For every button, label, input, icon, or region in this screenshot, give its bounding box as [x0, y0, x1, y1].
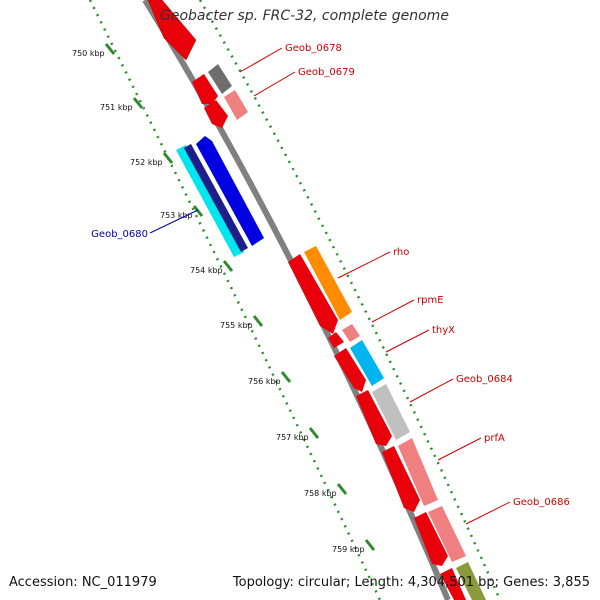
gene-prfa-pink[interactable]	[398, 438, 438, 506]
scale-tick	[280, 371, 292, 383]
scale-tick-label: 755 kbp	[220, 321, 253, 330]
gene-prfa-red[interactable]	[382, 446, 420, 512]
scale-tick-label: 756 kbp	[248, 377, 281, 386]
gene-label-leader	[337, 251, 391, 279]
gene-geob-0678-grey[interactable]	[208, 64, 232, 94]
gene-rpme-pink[interactable]	[342, 324, 360, 342]
genome-title: Geobacter sp. FRC-32, complete genome	[160, 8, 449, 24]
accession-text: Accession: NC_011979	[9, 575, 157, 590]
gene-label[interactable]: prfA	[484, 433, 505, 444]
gene-rho-orange[interactable]	[304, 246, 352, 320]
gene-thyx-red[interactable]	[334, 348, 366, 392]
scale-tick	[132, 97, 144, 109]
gene-label-leader	[465, 501, 511, 525]
scale-tick	[104, 43, 116, 55]
gene-label-leader	[239, 47, 283, 73]
gene-label[interactable]: Geob_0684	[456, 374, 513, 385]
gene-thyx-cyan[interactable]	[350, 340, 384, 386]
gene-olive-bottom[interactable]	[456, 562, 486, 600]
scale-tick-label: 757 kbp	[276, 433, 309, 442]
gene-label-leader	[385, 329, 430, 353]
gene-label-leader	[409, 378, 454, 403]
gene-label-leader	[253, 71, 296, 97]
gene-label-leader	[149, 209, 199, 234]
gene-geob-0684-grey[interactable]	[372, 384, 410, 440]
gene-label-leader	[437, 437, 482, 461]
inner-dotted-ring	[198, 0, 502, 600]
gene-label-leader	[371, 299, 415, 323]
scale-tick	[252, 315, 264, 327]
scale-tick-label: 758 kbp	[304, 489, 337, 498]
gene-red-bottom[interactable]	[440, 568, 466, 600]
scale-tick-label: 754 kbp	[190, 266, 223, 275]
gene-label[interactable]: rpmE	[417, 295, 444, 306]
gene-label[interactable]: Geob_0679	[298, 67, 355, 78]
scale-tick	[222, 260, 234, 272]
gene-label[interactable]: rho	[393, 247, 409, 258]
scale-tick-label: 753 kbp	[160, 211, 193, 220]
scale-tick	[364, 539, 376, 551]
gene-label[interactable]: Geob_0686	[513, 497, 570, 508]
gene-red-b[interactable]	[204, 100, 228, 128]
scale-tick	[162, 152, 174, 164]
genome-summary-text: Topology: circular; Length: 4,304,501 bp…	[232, 575, 590, 590]
gene-geob-0680-cyan[interactable]	[176, 145, 244, 257]
gene-geob-0680-blue[interactable]	[196, 136, 264, 246]
scale-tick-label: 750 kbp	[72, 49, 105, 58]
gene-label[interactable]: thyX	[432, 325, 455, 336]
gene-geob-0680-navy[interactable]	[184, 144, 248, 252]
scale-tick-label: 751 kbp	[100, 103, 133, 112]
gene-rpme-red[interactable]	[328, 332, 344, 348]
scale-tick-label: 759 kbp	[332, 545, 365, 554]
scale-tick	[192, 205, 204, 217]
gene-red-a[interactable]	[192, 74, 218, 104]
gene-geob-0684-red[interactable]	[356, 390, 392, 446]
gene-geob-0686-pink[interactable]	[428, 506, 466, 562]
scale-tick	[308, 427, 320, 439]
scale-tick-label: 752 kbp	[130, 158, 163, 167]
genome-backbone	[142, 0, 451, 600]
gene-geob-0679-pink[interactable]	[224, 90, 248, 120]
gene-geob-0686-red[interactable]	[414, 512, 448, 566]
gene-label[interactable]: Geob_0678	[285, 43, 342, 54]
gene-rho-red[interactable]	[288, 254, 338, 334]
scale-tick	[336, 483, 348, 495]
gene-label[interactable]: Geob_0680	[91, 229, 148, 240]
gene-top-red[interactable]	[147, 0, 197, 61]
